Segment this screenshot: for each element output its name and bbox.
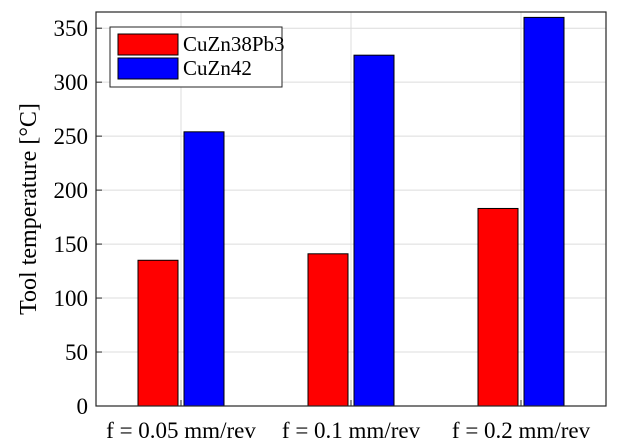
legend-label: CuZn42 — [183, 56, 252, 80]
legend-swatch — [117, 57, 179, 80]
x-tick-label: f = 0.1 mm/rev — [282, 418, 421, 443]
y-tick-label: 100 — [54, 286, 89, 311]
bar-cuzn38pb3 — [307, 253, 349, 407]
x-tick-label: f = 0.2 mm/rev — [452, 418, 591, 443]
legend-swatch — [117, 33, 179, 56]
y-tick-label: 350 — [54, 16, 89, 41]
y-tick-label: 300 — [54, 70, 89, 95]
bars — [137, 16, 565, 407]
y-tick-label: 250 — [54, 124, 89, 149]
legend-label: CuZn38Pb3 — [183, 32, 285, 56]
x-axis-ticks: f = 0.05 mm/rev f = 0.1 mm/rev f = 0.2 mm/… — [106, 400, 591, 443]
bar-cuzn38pb3 — [137, 259, 179, 407]
y-axis-label: Tool temperature [°C] — [16, 103, 42, 315]
x-tick-label: f = 0.05 mm/rev — [106, 418, 256, 443]
y-tick-label: 200 — [54, 178, 89, 203]
bar-cuzn38pb3 — [477, 207, 519, 407]
bar-cuzn42 — [523, 16, 565, 407]
y-tick-label: 50 — [65, 340, 88, 365]
y-tick-label: 150 — [54, 232, 89, 257]
y-axis-ticks: 0 50 100 150 200 250 300 350 — [54, 16, 102, 419]
y-tick-label: 0 — [77, 394, 89, 419]
bar-cuzn42 — [183, 131, 225, 407]
bar-cuzn42 — [353, 54, 395, 407]
